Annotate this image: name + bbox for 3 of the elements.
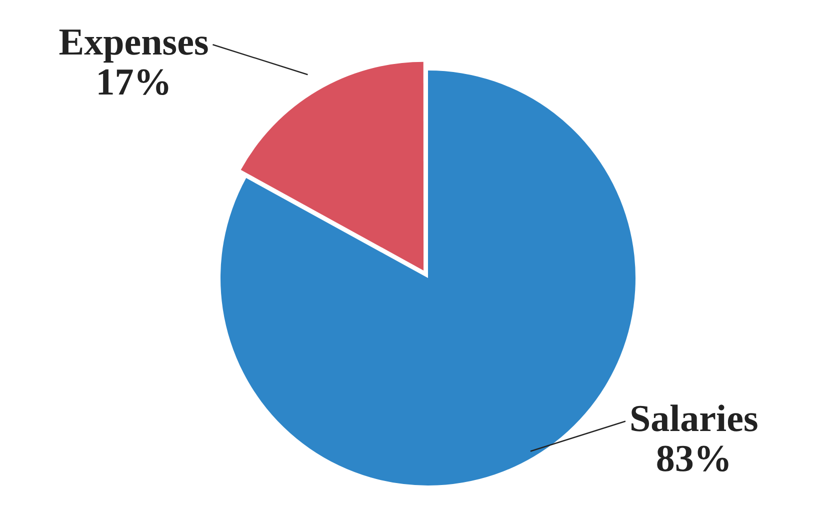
slice-label: Expenses <box>58 21 209 64</box>
data-label: 83% <box>656 438 732 480</box>
slice-label: Salaries <box>629 398 758 440</box>
